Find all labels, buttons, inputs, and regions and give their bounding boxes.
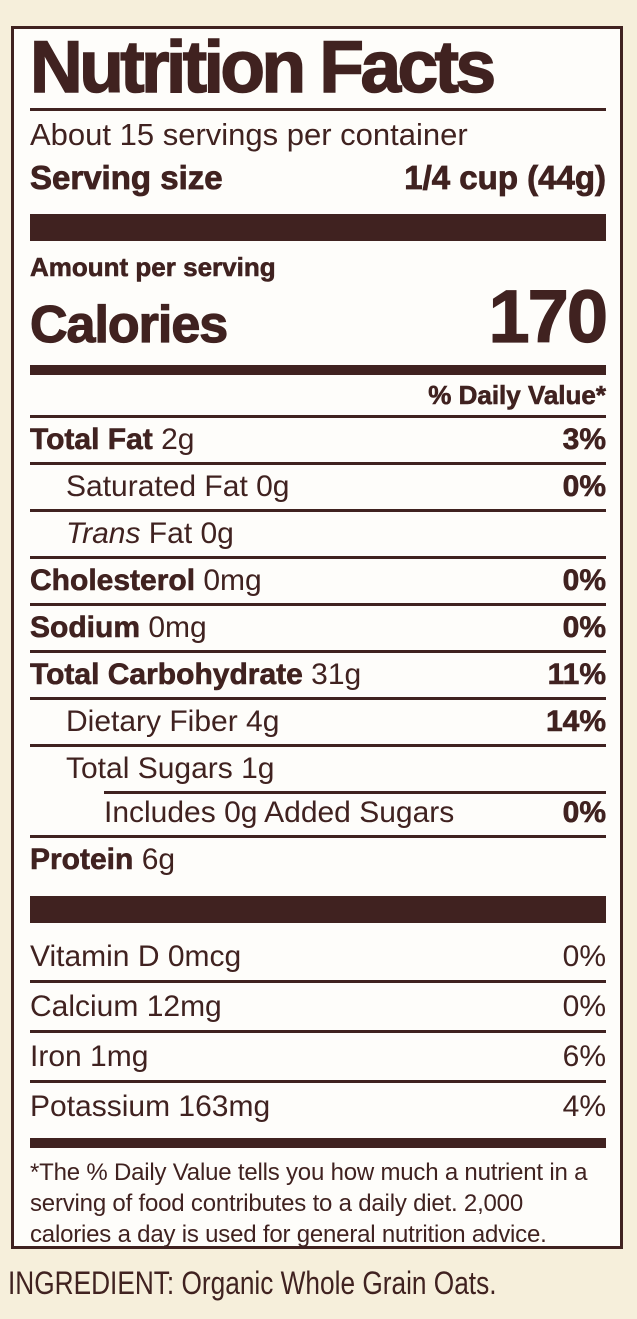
nutrient-row: Dietary Fiber 4g 14% bbox=[30, 697, 606, 744]
nutrient-name: Sodium 0mg bbox=[30, 611, 207, 645]
amount-per-serving: Amount per serving bbox=[30, 252, 276, 283]
nutrient-name: Vitamin D 0mcg bbox=[30, 940, 242, 974]
nutrient-name: Iron 1mg bbox=[30, 1040, 149, 1074]
nutrient-name: Total Carbohydrate 31g bbox=[30, 658, 362, 692]
nutrient-name: Cholesterol 0mg bbox=[30, 564, 262, 598]
daily-value-percent: 0% bbox=[562, 470, 606, 504]
vitamin-row: Calcium 12mg 0% bbox=[30, 980, 606, 1030]
daily-value-footnote: *The % Daily Value tells you how much a … bbox=[30, 1159, 588, 1249]
daily-value-percent: 0% bbox=[562, 611, 606, 645]
nutrient-name: Saturated Fat 0g bbox=[66, 470, 290, 504]
serving-size-label: Serving size bbox=[30, 159, 223, 197]
daily-value-percent: 11% bbox=[547, 658, 606, 692]
nutrient-name: Potassium 163mg bbox=[30, 1090, 271, 1124]
divider-thick-bar bbox=[30, 896, 606, 924]
daily-value-percent: 0% bbox=[562, 940, 606, 974]
nutrient-row: Total Carbohydrate 31g 11% bbox=[30, 650, 606, 697]
daily-value-percent: 0% bbox=[562, 796, 606, 830]
calories-value: 170 bbox=[488, 275, 609, 359]
nutrient-row: Saturated Fat 0g 0% bbox=[30, 462, 606, 509]
daily-value-percent: 6% bbox=[562, 1040, 606, 1074]
nutrient-row: Includes 0g Added Sugars 0% bbox=[30, 791, 606, 835]
vitamin-table: Vitamin D 0mcg 0% Calcium 12mg 0% Iron 1mg 6%… bbox=[30, 933, 606, 1130]
nutrient-row: Total Sugars 1g bbox=[30, 744, 606, 791]
daily-value-percent: 0% bbox=[562, 990, 606, 1024]
daily-value-percent: 0% bbox=[562, 564, 606, 598]
divider-medium-bar bbox=[30, 365, 606, 376]
divider-thin bbox=[30, 108, 606, 112]
servings-per-container: About 15 servings per container bbox=[30, 117, 468, 153]
nutrient-row: Sodium 0mg 0% bbox=[30, 603, 606, 650]
divider-medium-bar bbox=[30, 1138, 606, 1149]
vitamin-row: Potassium 163mg 4% bbox=[30, 1080, 606, 1130]
serving-size-row: Serving size 1/4 cup (44g) bbox=[30, 156, 607, 200]
vitamin-row: Iron 1mg 6% bbox=[30, 1030, 606, 1080]
nutrient-row: Trans Fat 0g bbox=[30, 509, 606, 556]
nutrient-table: Total Fat 2g 3% Saturated Fat 0g 0% Trans Fa… bbox=[30, 415, 606, 882]
ingredient-line: INGREDIENT: Organic Whole Grain Oats. bbox=[8, 1265, 497, 1301]
vitamin-row: Vitamin D 0mcg 0% bbox=[30, 933, 606, 980]
nutrition-facts-label: Nutrition Facts About 15 servings per co… bbox=[11, 26, 623, 1249]
daily-value-percent: 3% bbox=[562, 423, 606, 457]
nutrient-name: Trans Fat 0g bbox=[66, 517, 234, 551]
calories-row: Calories 170 bbox=[29, 275, 609, 359]
nutrient-name: Calcium 12mg bbox=[30, 990, 222, 1024]
calories-label: Calories bbox=[29, 296, 228, 355]
nutrient-row: Total Fat 2g 3% bbox=[30, 415, 606, 462]
daily-value-percent: 4% bbox=[562, 1090, 606, 1124]
nutrient-name: Includes 0g Added Sugars bbox=[104, 796, 455, 830]
divider-thick-bar bbox=[30, 214, 606, 242]
nutrient-row: Protein 6g bbox=[30, 835, 606, 882]
nutrient-name: Protein 6g bbox=[30, 843, 176, 877]
nutrient-name: Total Fat 2g bbox=[30, 423, 195, 457]
nutrient-row: Cholesterol 0mg 0% bbox=[30, 556, 606, 603]
nutrient-name: Total Sugars 1g bbox=[66, 752, 275, 786]
nutrient-name: Dietary Fiber 4g bbox=[66, 705, 280, 739]
daily-value-percent: 14% bbox=[545, 705, 607, 739]
label-title: Nutrition Facts bbox=[29, 27, 497, 108]
serving-size-value: 1/4 cup (44g) bbox=[404, 159, 607, 197]
daily-value-header: % Daily Value* bbox=[428, 380, 606, 411]
